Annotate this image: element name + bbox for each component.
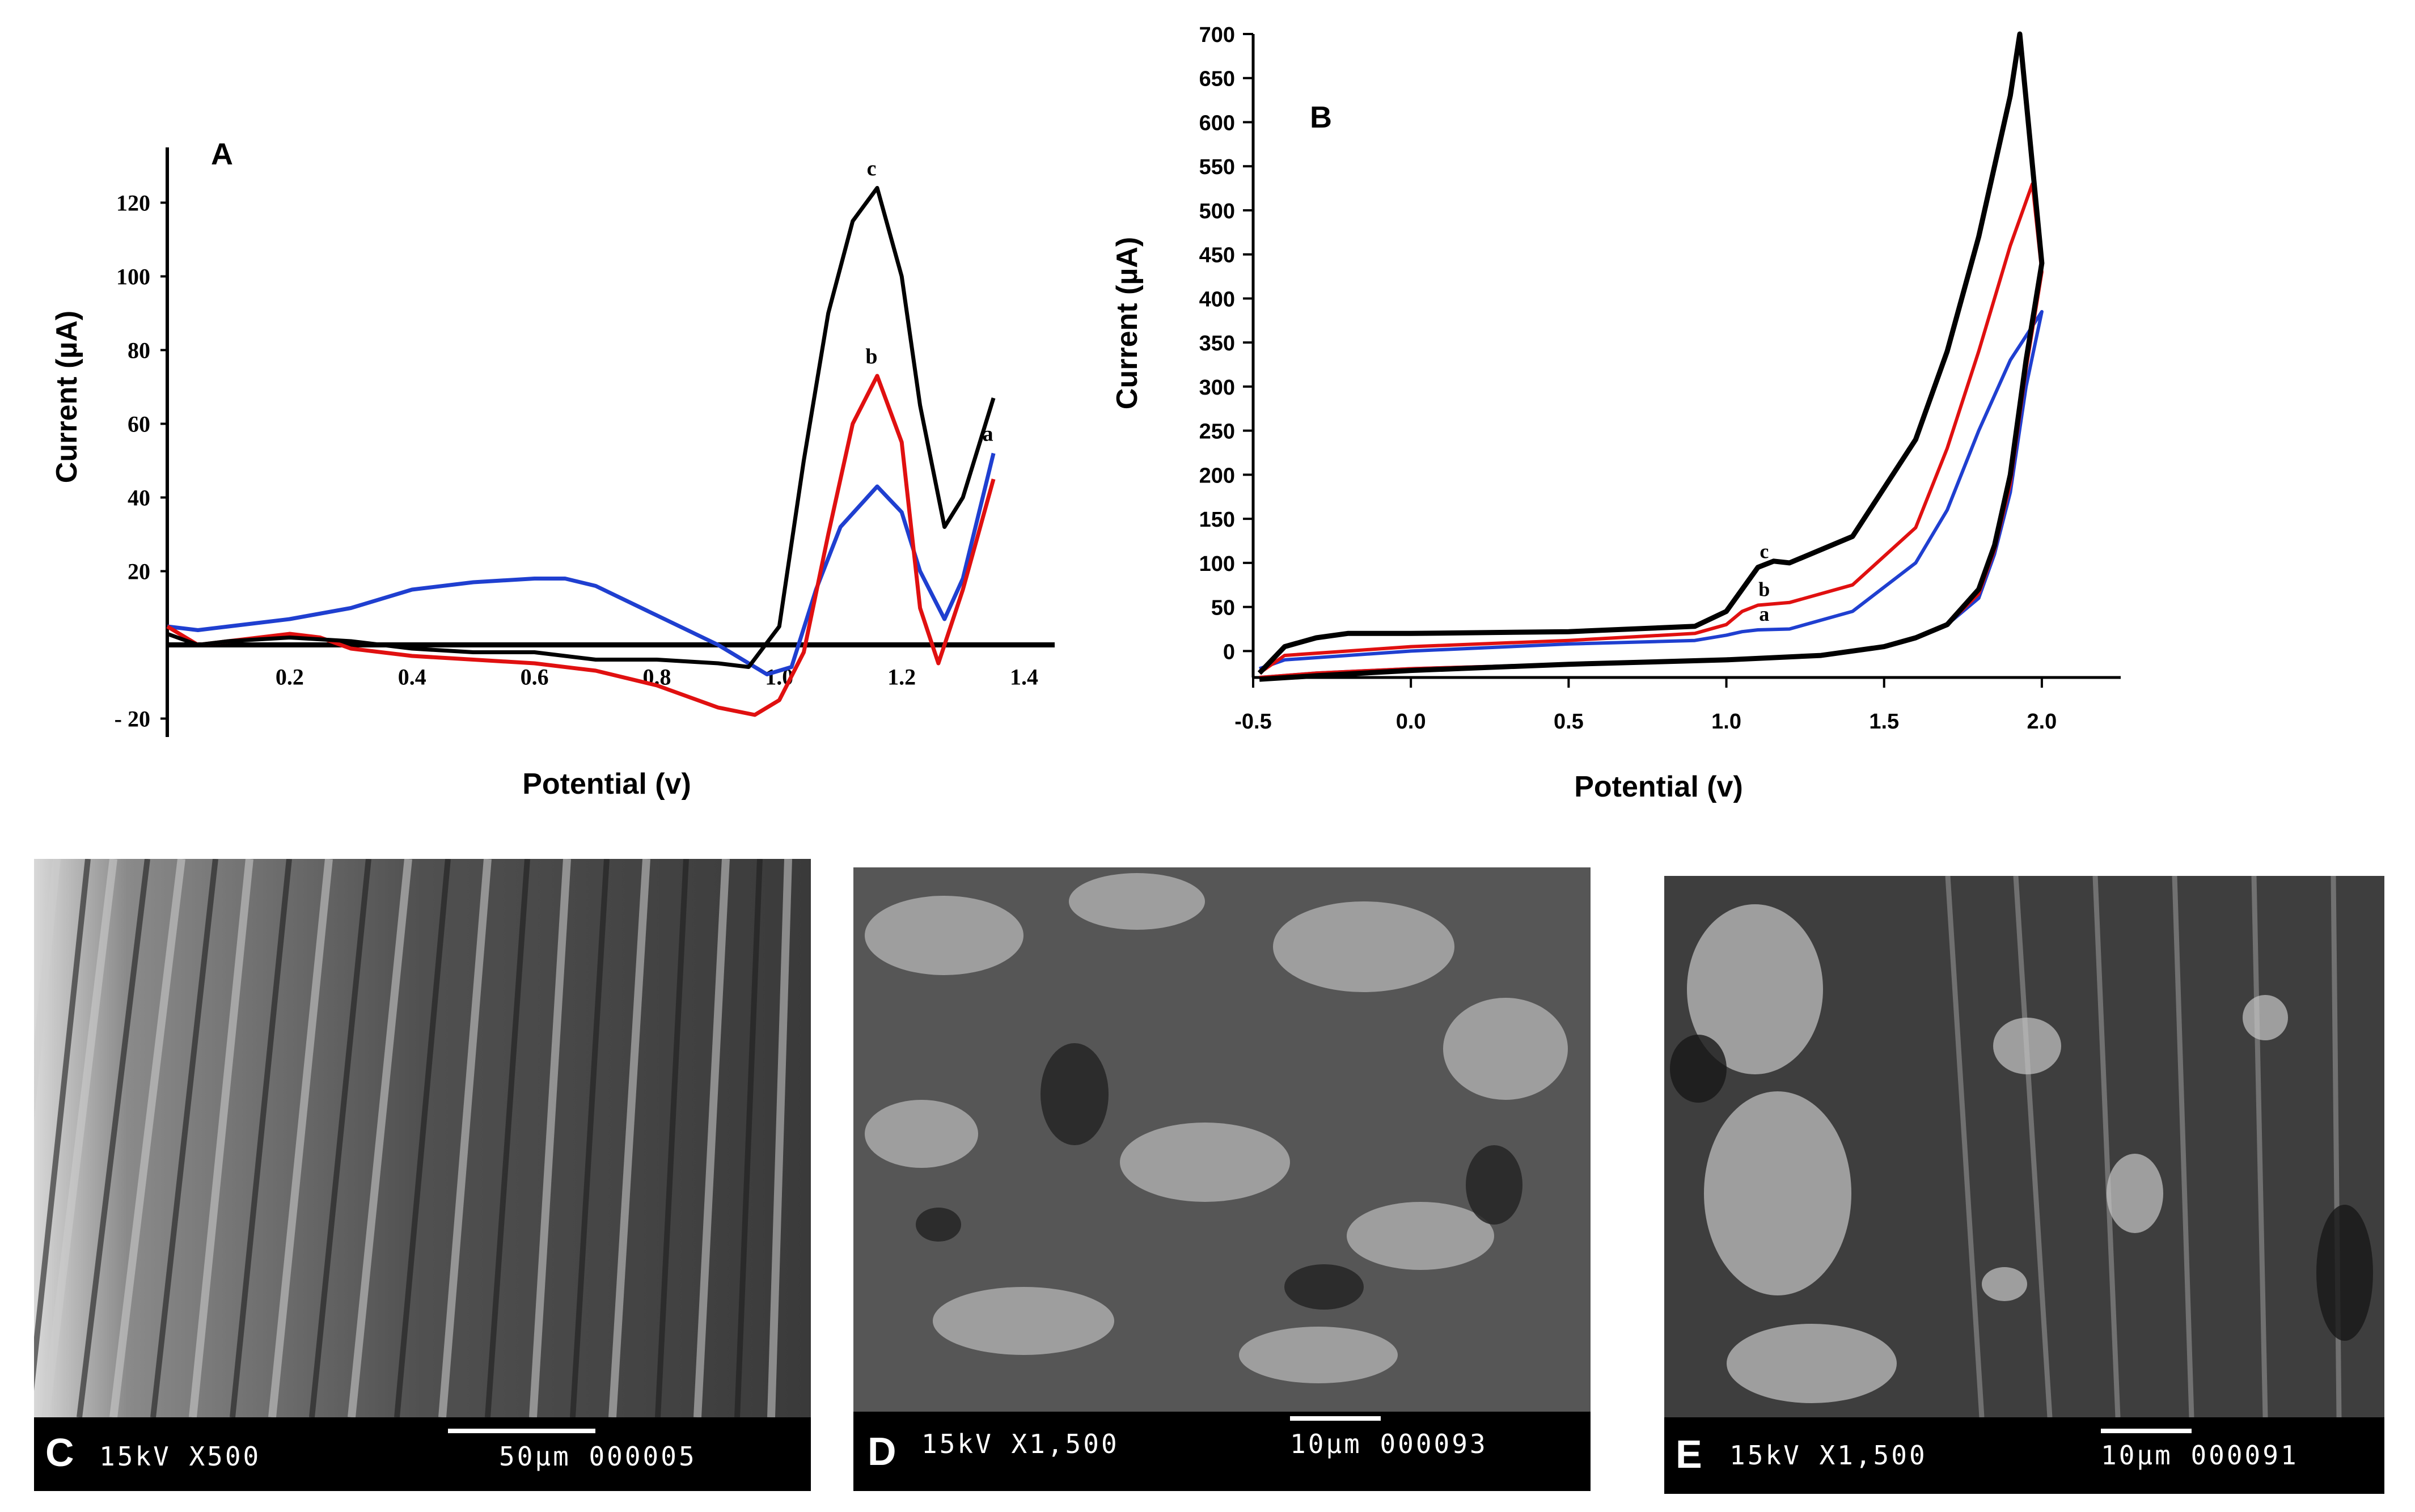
sem-image-c: C 15kV X500 50µm 000005 [34, 859, 811, 1491]
y-tick-label: - 20 [115, 706, 150, 732]
y-tick-label: 80 [128, 338, 150, 363]
sem-scale-label: 50µm 000005 [499, 1441, 697, 1472]
y-tick-label: 650 [1199, 67, 1235, 91]
y-tick-label: 100 [116, 264, 150, 290]
series-label-b: b [1758, 578, 1770, 601]
y-tick-label: 20 [128, 559, 150, 585]
series-label-a: a [1759, 603, 1769, 625]
x-axis-label: Potential (v) [522, 768, 691, 801]
y-tick-label: 400 [1199, 287, 1235, 311]
sem-texture-e [1664, 876, 2384, 1417]
x-tick-label: 1.5 [1869, 710, 1899, 734]
sem-info-bar: E 15kV X1,500 10µm 000091 [1664, 1417, 2384, 1494]
y-tick-label: 50 [1211, 596, 1235, 620]
y-axis-label: Current (µA) [1111, 237, 1144, 409]
y-tick-label: 100 [1199, 552, 1235, 576]
sem-scale-bar [448, 1429, 595, 1433]
sem-texture-c [34, 859, 811, 1417]
series-line-b [1258, 182, 2044, 679]
series-line-c [166, 186, 996, 669]
y-tick-label: 550 [1199, 155, 1235, 179]
x-tick-label: 1.0 [1711, 710, 1741, 734]
chart-b: 7006506005505004504003503002502001501005… [1111, 23, 2121, 803]
y-tick-label: 0 [1223, 640, 1235, 664]
sem-image-d: D 15kV X1,500 10µm 000093 [853, 867, 1591, 1491]
sem-acquisition-info: 15kV X1,500 [921, 1429, 1119, 1459]
panel-label-a: A [211, 137, 233, 171]
panel-label-d: D [868, 1429, 896, 1473]
sem-scale-label: 10µm 000091 [2101, 1440, 2299, 1471]
y-tick-label: 450 [1199, 244, 1235, 268]
y-tick-label: 250 [1199, 420, 1235, 444]
x-tick-label: 1.4 [1010, 664, 1038, 690]
y-tick-label: 300 [1199, 376, 1235, 400]
series-line-a [1259, 310, 2044, 679]
x-axis-label: Potential (v) [1574, 770, 1743, 803]
sem-info-bar: C 15kV X500 50µm 000005 [34, 1417, 811, 1491]
y-tick-label: 700 [1199, 23, 1235, 47]
y-tick-label: 200 [1199, 464, 1235, 488]
sem-scale-bar [1290, 1416, 1381, 1421]
series-label-b: b [865, 345, 877, 369]
panel-label-b: B [1310, 100, 1332, 134]
panel-label-c: C [45, 1430, 74, 1475]
sem-info-bar: D 15kV X1,500 10µm 000093 [853, 1412, 1591, 1491]
sem-scale-bar [2101, 1429, 2192, 1433]
x-tick-label: 2.0 [2027, 710, 2057, 734]
x-tick-label: 0.0 [1396, 710, 1426, 734]
sem-texture-d [853, 867, 1591, 1412]
y-tick-label: 60 [128, 412, 150, 437]
y-tick-label: 150 [1199, 508, 1235, 532]
series-label-c: c [867, 157, 877, 181]
x-tick-label: 0.4 [398, 664, 426, 690]
series-line-b [166, 374, 996, 717]
y-axis-label: Current (µA) [50, 311, 83, 483]
sem-acquisition-info: 15kV X1,500 [1729, 1440, 1927, 1471]
series-line-c [1257, 31, 2045, 682]
y-tick-label: 500 [1199, 200, 1235, 223]
y-tick-label: 350 [1199, 332, 1235, 355]
sem-image-e: E 15kV X1,500 10µm 000091 [1664, 876, 2384, 1494]
y-tick-label: 600 [1199, 111, 1235, 135]
x-tick-label: 0.2 [276, 664, 304, 690]
x-tick-label: -0.5 [1234, 710, 1271, 734]
panel-label-e: E [1676, 1432, 1702, 1476]
sem-acquisition-info: 15kV X500 [99, 1441, 261, 1472]
x-tick-label: 1.2 [887, 664, 916, 690]
series-label-c: c [1760, 540, 1769, 563]
y-tick-label: 40 [128, 485, 150, 511]
y-tick-label: 120 [116, 190, 150, 216]
sem-scale-label: 10µm 000093 [1290, 1429, 1488, 1459]
x-tick-label: 0.5 [1554, 710, 1584, 734]
series-line-a [167, 452, 996, 676]
x-tick-label: 0.6 [521, 664, 549, 690]
